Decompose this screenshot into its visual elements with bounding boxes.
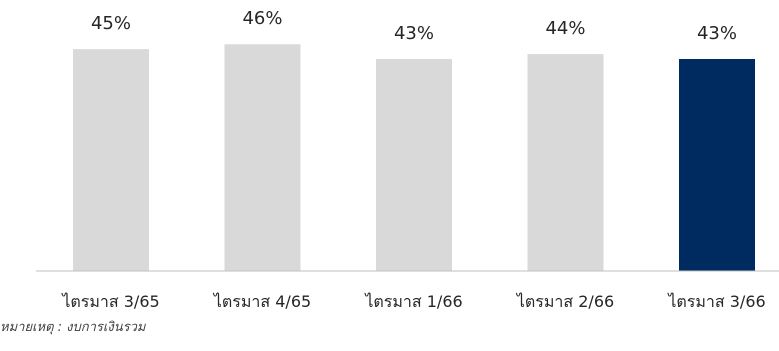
bars-group — [73, 44, 755, 272]
data-label-3: 43% — [394, 23, 434, 44]
data-label-2: 46% — [242, 8, 282, 29]
x-tick-label-5: ไตรมาส 3/66 — [666, 292, 765, 311]
bar-2 — [224, 44, 301, 271]
x-tick-label-4: ไตรมาส 2/66 — [515, 292, 614, 311]
x-tick-label-3: ไตรมาส 1/66 — [363, 292, 462, 311]
x-tick-labels-group: ไตรมาส 3/65 ไตรมาส 4/65 ไตรมาส 1/66 ไตรมาส … — [60, 292, 765, 311]
data-label-5: 43% — [697, 23, 737, 44]
bar-5 — [679, 59, 755, 272]
bar-3 — [376, 59, 452, 272]
footnote: หมายเหตุ : งบการเงินรวม — [0, 320, 146, 335]
x-tick-label-1: ไตรมาส 3/65 — [60, 292, 159, 311]
data-label-1: 45% — [91, 13, 131, 34]
data-label-4: 44% — [545, 18, 585, 39]
bar-4 — [527, 54, 604, 271]
x-tick-label-2: ไตรมาส 4/65 — [212, 292, 311, 311]
bar-1 — [73, 49, 149, 272]
data-labels-group: 45% 46% 43% 44% 43% — [91, 8, 737, 44]
